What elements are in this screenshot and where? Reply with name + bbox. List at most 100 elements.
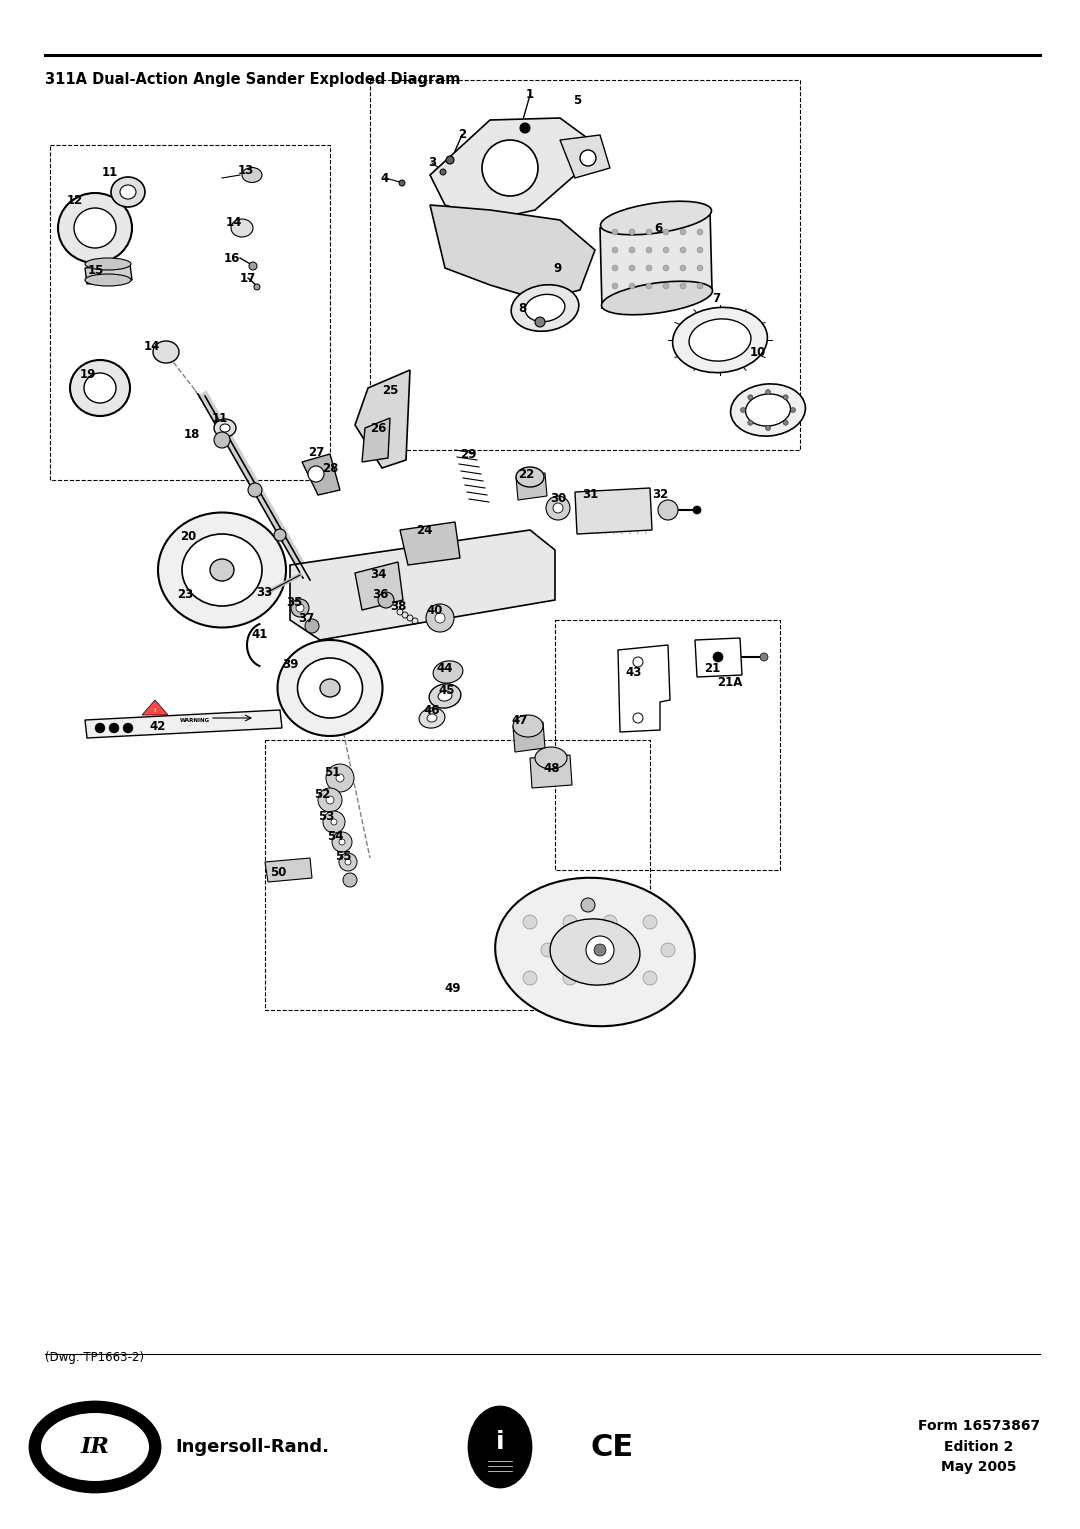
Ellipse shape <box>242 168 262 182</box>
Ellipse shape <box>730 384 806 436</box>
Circle shape <box>535 317 545 327</box>
Circle shape <box>766 390 770 394</box>
Circle shape <box>621 943 635 957</box>
Text: 22: 22 <box>518 468 535 480</box>
Ellipse shape <box>600 202 712 235</box>
Circle shape <box>248 483 262 497</box>
Ellipse shape <box>120 185 136 199</box>
Text: 34: 34 <box>369 567 387 581</box>
Text: 37: 37 <box>298 612 314 624</box>
Text: 13: 13 <box>238 164 254 176</box>
Polygon shape <box>362 417 390 462</box>
Text: 311A Dual-Action Angle Sander Exploded Diagram: 311A Dual-Action Angle Sander Exploded D… <box>45 72 460 87</box>
Polygon shape <box>400 521 460 566</box>
Circle shape <box>663 248 669 252</box>
Text: 16: 16 <box>224 251 240 265</box>
Text: 15: 15 <box>87 263 104 277</box>
Circle shape <box>563 914 577 930</box>
Circle shape <box>629 283 635 289</box>
Ellipse shape <box>525 295 565 321</box>
Circle shape <box>254 284 260 291</box>
Text: 54: 54 <box>327 830 343 842</box>
Circle shape <box>646 283 652 289</box>
Ellipse shape <box>85 274 131 286</box>
Text: 46: 46 <box>423 703 441 717</box>
Circle shape <box>332 832 352 852</box>
Text: 19: 19 <box>80 367 96 381</box>
Ellipse shape <box>84 373 116 404</box>
Polygon shape <box>291 531 555 641</box>
Circle shape <box>629 265 635 271</box>
Circle shape <box>663 283 669 289</box>
Ellipse shape <box>516 466 544 488</box>
Text: 42: 42 <box>150 720 166 732</box>
Text: WARNING: WARNING <box>180 717 211 723</box>
Text: 12: 12 <box>67 194 83 206</box>
Text: 29: 29 <box>460 448 476 460</box>
Ellipse shape <box>210 560 234 581</box>
Text: 1: 1 <box>526 89 535 101</box>
Text: 33: 33 <box>256 586 272 598</box>
Text: CE: CE <box>590 1433 633 1462</box>
Text: i: i <box>496 1430 504 1454</box>
Circle shape <box>523 914 537 930</box>
Ellipse shape <box>41 1413 149 1482</box>
Circle shape <box>586 936 615 963</box>
Circle shape <box>680 283 686 289</box>
Circle shape <box>629 229 635 235</box>
Circle shape <box>378 592 394 609</box>
Ellipse shape <box>673 307 768 373</box>
Text: IR: IR <box>81 1436 109 1459</box>
Polygon shape <box>430 118 590 220</box>
Text: 36: 36 <box>372 587 388 601</box>
Text: 18: 18 <box>184 428 200 440</box>
Circle shape <box>336 774 345 781</box>
Polygon shape <box>85 709 282 739</box>
Ellipse shape <box>513 716 543 737</box>
Circle shape <box>345 859 351 865</box>
Polygon shape <box>696 638 742 677</box>
Text: 10: 10 <box>750 346 766 358</box>
Text: 5: 5 <box>572 93 581 107</box>
Text: 7: 7 <box>712 292 720 304</box>
Text: 24: 24 <box>416 523 432 537</box>
Circle shape <box>741 408 745 413</box>
Polygon shape <box>618 645 670 732</box>
Circle shape <box>339 853 357 872</box>
Circle shape <box>697 283 703 289</box>
Polygon shape <box>516 472 546 500</box>
Ellipse shape <box>231 219 253 237</box>
Circle shape <box>680 248 686 252</box>
Text: 21: 21 <box>704 662 720 674</box>
Circle shape <box>713 651 723 662</box>
Circle shape <box>697 248 703 252</box>
Circle shape <box>646 229 652 235</box>
Text: 21A: 21A <box>717 676 743 688</box>
Ellipse shape <box>495 878 694 1026</box>
Circle shape <box>553 503 563 514</box>
Circle shape <box>646 248 652 252</box>
Circle shape <box>697 229 703 235</box>
Circle shape <box>446 156 454 164</box>
Ellipse shape <box>111 177 145 206</box>
Text: 23: 23 <box>177 587 193 601</box>
Text: (Dwg. TP1663-2): (Dwg. TP1663-2) <box>45 1352 144 1364</box>
Ellipse shape <box>75 208 116 248</box>
Text: 11: 11 <box>212 411 228 425</box>
Ellipse shape <box>745 394 791 427</box>
Circle shape <box>612 248 618 252</box>
Text: 41: 41 <box>252 627 268 641</box>
Circle shape <box>214 433 230 448</box>
Circle shape <box>109 723 119 732</box>
Circle shape <box>323 810 345 833</box>
Text: 39: 39 <box>282 657 298 671</box>
Circle shape <box>523 971 537 985</box>
Polygon shape <box>302 454 340 495</box>
Circle shape <box>541 943 555 957</box>
Ellipse shape <box>602 281 713 315</box>
Circle shape <box>783 394 788 399</box>
Ellipse shape <box>183 534 262 605</box>
Ellipse shape <box>214 419 237 437</box>
Polygon shape <box>355 370 410 468</box>
Text: 38: 38 <box>390 599 406 613</box>
